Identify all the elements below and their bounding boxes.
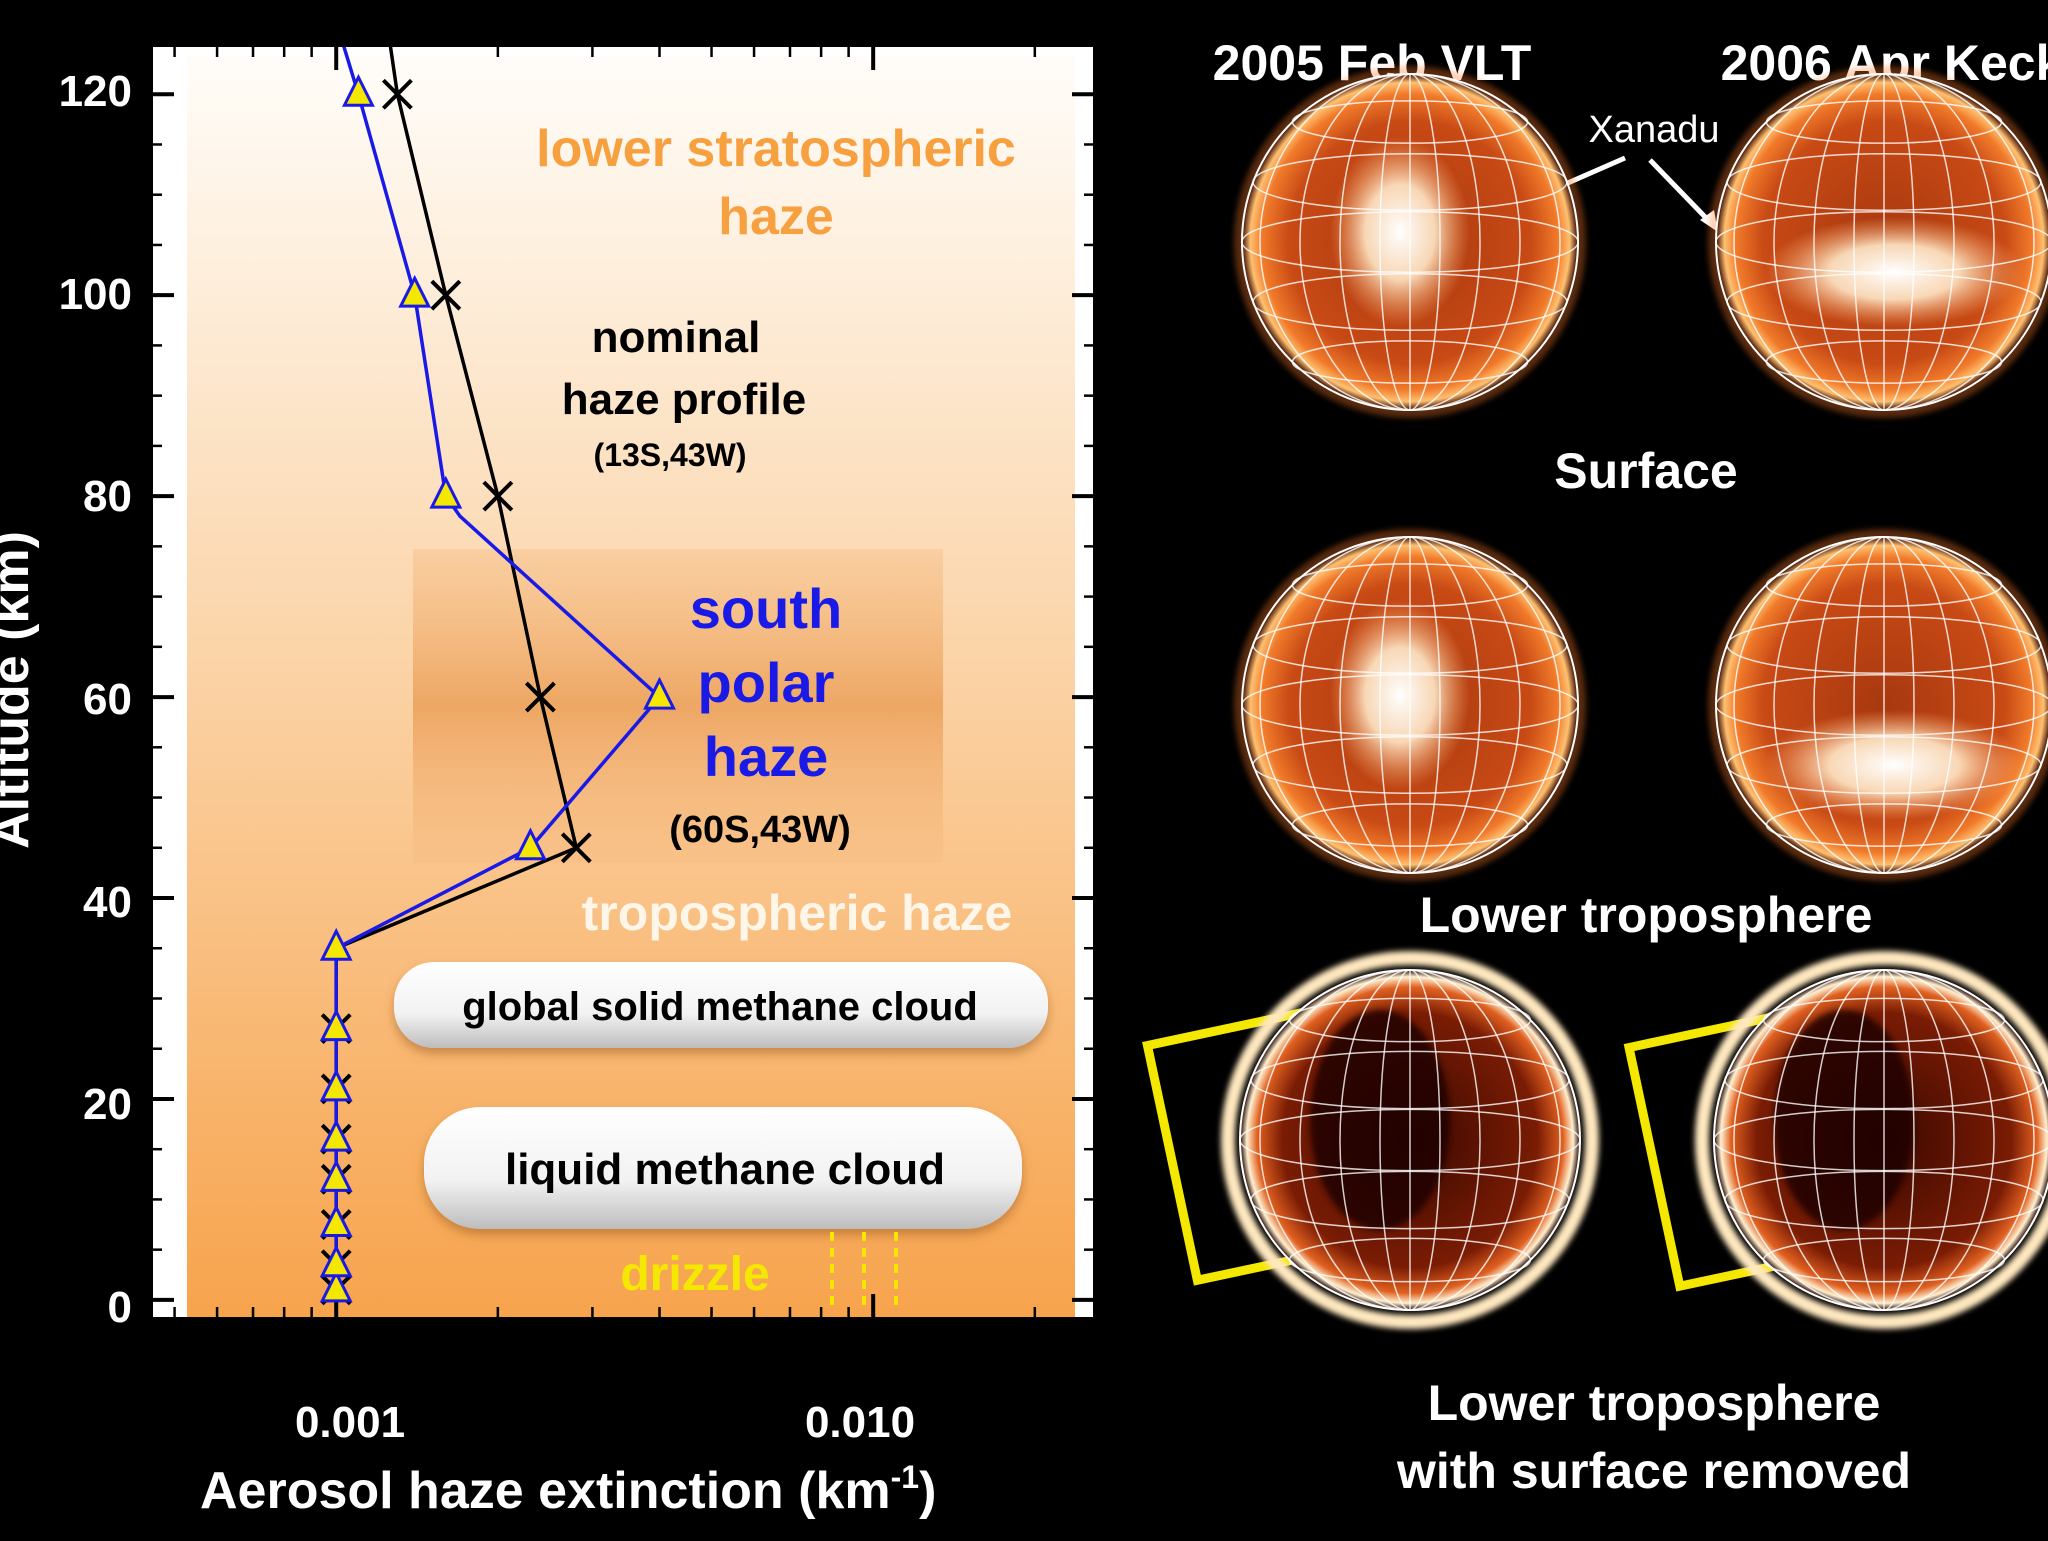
titan-limb-glow [1221,951,1599,1329]
titan-limb [1715,536,2048,874]
xanadu-bright-region [1764,710,2024,820]
x-tick-label: 0.001 [295,1398,405,1447]
titan-limb [1241,73,1579,411]
south-polar-marker [319,1204,353,1238]
south-polar-marker [319,1068,353,1102]
nominal-marker [482,480,514,512]
south-polar-marker [319,1244,353,1278]
titan-disk [1234,66,1586,418]
nominal-marker [524,681,556,713]
y-axis-title: Altitude (km) [0,531,40,849]
titan-disk [1234,529,1586,881]
titan-disk [1221,951,1599,1329]
y-tick-label: 60 [83,675,132,724]
south-polar-haze-band [413,549,943,863]
xanadu-bright-region [1330,137,1470,327]
caption-surface-removed-line1: Lower troposphere [1428,1375,1881,1431]
nominal-marker [381,78,413,110]
y-tick-label: 120 [59,67,132,116]
south-polar-marker [342,73,375,107]
titan-limb [1713,969,2048,1311]
titan-disk [1708,529,2048,881]
haze-profile-chart: 120 100 80 60 40 20 0 0.001 0.010 Aeroso… [0,41,1099,1520]
south-polar-label-line1: south [690,577,842,640]
south-polar-marker [319,927,353,961]
y-tick-label: 80 [83,472,132,521]
titan-limb [1241,536,1579,874]
nominal-label-line2: haze profile [562,375,807,424]
drizzle-label: drizzle [620,1248,769,1301]
global-cloud-shape [394,962,1048,1048]
south-polar-marker [398,274,432,308]
south-polar-marker [319,1158,353,1192]
y-tick-label: 40 [83,878,132,927]
south-polar-label-line2: polar [698,651,835,714]
plot-border [147,41,1099,1323]
south-polar-marker [643,676,676,710]
nominal-label-line1: nominal [592,313,761,362]
caption-surface-removed-line2: with surface removed [1396,1443,1911,1499]
titan-image-panels: 2005 Feb VLT 2006 Apr Keck Xanadu Surfac… [1142,35,2048,1499]
titan-limb [1715,73,2048,411]
xanadu-label: Xanadu [1588,109,1719,151]
series-layer [319,43,676,1306]
titan-disk [1708,66,2048,418]
titan-limb [1239,969,1581,1311]
xanadu-arrow-right [1648,158,1712,224]
titan-disk [1695,951,2048,1329]
dark-region [1774,1010,1914,1230]
nominal-label-line3: (13S,43W) [594,437,747,473]
y-tick-label: 20 [83,1080,132,1129]
titan-disk-body [1716,537,2048,873]
south-polar-marker [319,1269,353,1303]
drizzle-lines [830,1232,898,1312]
nominal-marker [560,832,592,864]
liquid-cloud-label: liquid methane cloud [505,1145,945,1194]
lower-strat-label-line1: lower stratospheric [536,120,1016,178]
south-polar-label-line3: haze [704,725,829,788]
liquid-cloud-shape [424,1107,1022,1229]
titan-limb-glow [1695,951,2048,1329]
south-polar-marker [514,827,547,861]
global-cloud-label: global solid methane cloud [462,985,978,1029]
south-polar-marker [319,1008,353,1042]
y-tick-label: 100 [59,270,132,319]
y-tick-label: 0 [108,1283,132,1332]
tropo-haze-label: tropospheric haze [582,885,1013,941]
south-polar-marker [429,475,463,509]
south-polar-marker [319,1118,353,1152]
nominal-marker [430,279,462,311]
x-tick-label: 0.010 [805,1398,915,1447]
south-polar-label-line4: (60S,43W) [669,809,851,851]
caption-lower-troposphere: Lower troposphere [1420,887,1873,943]
caption-surface: Surface [1554,443,1737,499]
lower-strat-label-line2: haze [718,188,834,246]
xanadu-bright-region [1330,600,1470,790]
x-axis-title: Aerosol haze extinction (km-1) [200,1459,936,1520]
